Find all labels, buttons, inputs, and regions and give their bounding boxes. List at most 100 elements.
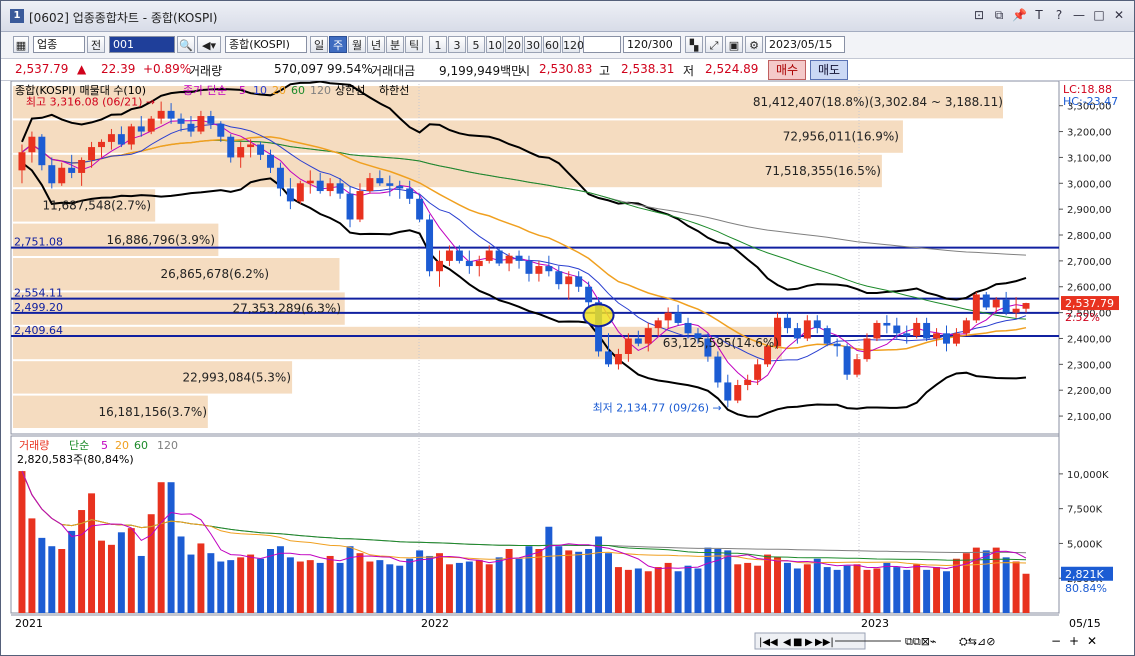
nav-first-icon[interactable]: |◀◀ — [759, 637, 778, 648]
change-value: 22.39 — [101, 62, 136, 76]
interval-1-button[interactable]: 1 — [429, 36, 447, 53]
candle-body — [1012, 308, 1020, 313]
interval-60-button[interactable]: 60 — [543, 36, 561, 53]
minimize-button[interactable]: — — [1073, 8, 1085, 22]
candle-body — [267, 154, 274, 168]
interval-10-button[interactable]: 10 — [486, 36, 504, 53]
nav-play-back-icon[interactable]: ◀ — [783, 637, 791, 648]
sell-button[interactable]: 매도 — [810, 60, 848, 80]
volume-bar — [167, 482, 175, 613]
candle-body — [237, 147, 245, 158]
volume-profile-bar — [13, 258, 340, 291]
pin-icon[interactable]: 📌 — [1012, 8, 1027, 22]
current-pct-tag: 2.52% — [1065, 311, 1100, 324]
candle-body — [684, 322, 692, 334]
speaker-icon[interactable]: ◀▾ — [197, 36, 221, 53]
candle-body — [585, 286, 593, 303]
candle-body — [366, 178, 374, 192]
nav-next-icon[interactable]: ▶ — [805, 637, 813, 648]
candle-body — [356, 191, 364, 220]
help-icon[interactable]: ? — [1055, 8, 1063, 22]
candle-body — [962, 320, 970, 334]
maximize-button[interactable]: □ — [1093, 8, 1105, 22]
gear-icon[interactable]: ⚙ — [745, 36, 763, 53]
volume-bar — [455, 562, 463, 613]
volume-bar — [197, 543, 205, 613]
volume-bar — [783, 562, 791, 613]
support-line-label: 2,554.11 — [14, 287, 63, 300]
period-tick-button[interactable]: 틱 — [405, 36, 423, 53]
candle-body — [276, 167, 284, 189]
candle-body — [893, 325, 901, 334]
tools-icon[interactable]: ⤢ — [705, 36, 723, 53]
max-price-label: 최고 3,316.08 (06/21) → — [26, 96, 155, 109]
period-week-button[interactable]: 주 — [329, 36, 347, 53]
candle-body — [1002, 299, 1010, 313]
candle-body — [734, 385, 742, 401]
volume-bar — [654, 567, 662, 613]
interval-20-button[interactable]: 20 — [505, 36, 523, 53]
all-button[interactable]: 전 — [87, 36, 105, 53]
search-icon[interactable]: 🔍 — [177, 36, 195, 53]
copy-window-icon[interactable]: ⧉ — [994, 8, 1004, 22]
volume-bar — [267, 549, 274, 613]
nav-last-icon[interactable]: ▶▶| — [815, 637, 834, 648]
link-icon[interactable]: ⊡ — [973, 8, 985, 22]
drawing-tools-icon[interactable]: ⛭⇆⊿⊘ — [959, 635, 995, 648]
volume-profile-label: 81,412,407(18.8%)(3,302.84 ~ 3,188.11) — [753, 95, 1003, 109]
nav-stop-icon[interactable]: ■ — [793, 637, 802, 648]
interval-3-button[interactable]: 3 — [448, 36, 466, 53]
volume-profile-bar — [13, 326, 782, 360]
interval-120-button[interactable]: 120 — [562, 36, 584, 53]
chart-area[interactable]: 3,300,00 3,200,00 3,100,00 3,000,00 2,900,00… — [1, 81, 1134, 655]
custom-interval-input[interactable] — [583, 36, 621, 53]
volume-bar — [694, 568, 702, 613]
font-icon[interactable]: T — [1035, 8, 1043, 22]
period-day-button[interactable]: 일 — [310, 36, 328, 53]
volume-legend-ma-label: 단순 — [69, 439, 89, 452]
candle-body — [525, 260, 533, 274]
count-field[interactable]: 120/300 — [623, 36, 681, 53]
volume-bar — [276, 546, 284, 613]
candle-body — [28, 136, 36, 153]
candle-body — [38, 136, 46, 166]
chart-settings-icon[interactable]: ▚ — [685, 36, 703, 53]
candle-body — [654, 320, 662, 329]
volume-bar — [396, 565, 404, 613]
market-select[interactable]: 업종 — [33, 36, 85, 53]
vol-legend-ma5: 5 — [101, 439, 108, 452]
window-tools-icon[interactable]: ⧉⧉⊠⌁ — [905, 635, 937, 648]
candle-body — [754, 364, 762, 380]
volume-bar — [406, 558, 414, 613]
interval-5-button[interactable]: 5 — [467, 36, 485, 53]
current-volume-tag-text: 2,821K — [1065, 568, 1104, 581]
low-value: 2,524.89 — [705, 62, 759, 76]
close-button[interactable]: ✕ — [1113, 8, 1125, 22]
code-input[interactable]: 001 — [109, 36, 175, 53]
period-year-button[interactable]: 년 — [367, 36, 385, 53]
candle-body — [605, 351, 612, 365]
grid-icon[interactable]: ▦ — [13, 36, 29, 53]
candle-body — [247, 144, 255, 148]
y-tick-label: 3,100,00 — [1067, 153, 1112, 164]
y-tick-label: 3,200,00 — [1067, 128, 1112, 139]
period-month-button[interactable]: 월 — [348, 36, 366, 53]
volume-bar — [744, 562, 752, 613]
candle-body — [943, 333, 950, 344]
candle-body — [565, 276, 573, 285]
buy-button[interactable]: 매수 — [768, 60, 806, 80]
zoom-in-icon[interactable]: + — [1069, 634, 1079, 648]
close-nav-icon[interactable]: ✕ — [1087, 634, 1097, 648]
date-field[interactable]: 2023/05/15 — [765, 36, 845, 53]
volume-bar — [754, 565, 762, 613]
volume-bar — [764, 554, 772, 613]
candle-body — [316, 180, 324, 192]
high-label: 고 — [599, 64, 611, 78]
interval-30-button[interactable]: 30 — [524, 36, 542, 53]
y-tick-label: 2,400,00 — [1067, 334, 1112, 345]
index-name-field[interactable]: 종합(KOSPI) — [225, 36, 307, 53]
save-icon[interactable]: ▣ — [725, 36, 743, 53]
period-minute-button[interactable]: 분 — [386, 36, 404, 53]
legend-ma60: 60 — [291, 84, 305, 97]
zoom-out-icon[interactable]: − — [1051, 634, 1061, 648]
